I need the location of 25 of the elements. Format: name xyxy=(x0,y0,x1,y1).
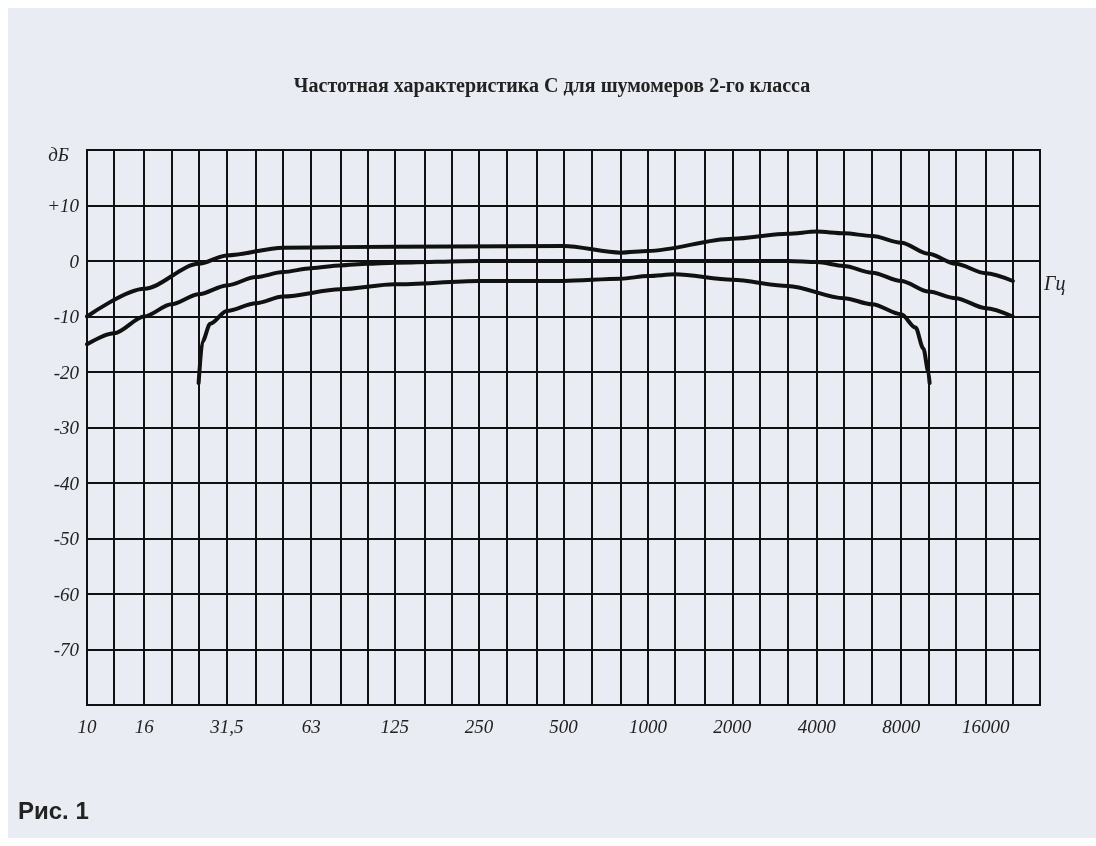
y-tick-label: +10 xyxy=(47,195,80,216)
x-tick-label: 2000 xyxy=(713,716,752,737)
x-tick-label: 8000 xyxy=(882,716,921,737)
chart-title: Частотная характеристика С для шумомеров 2-го класса xyxy=(293,74,811,97)
y-tick-label: -20 xyxy=(53,361,80,383)
x-tick-label: 250 xyxy=(464,716,494,737)
x-tick-label: 500 xyxy=(549,716,579,737)
y-axis-title: дБ xyxy=(48,144,69,165)
x-tick-label: 4000 xyxy=(797,716,837,737)
y-tick-label: -70 xyxy=(53,639,80,660)
x-tick-label: 16 xyxy=(134,716,155,737)
y-tick-label: 0 xyxy=(69,250,80,272)
x-tick-label: 10 xyxy=(77,716,97,737)
y-tick-label: -10 xyxy=(53,306,80,327)
x-tick-label: 16000 xyxy=(961,716,1010,737)
x-tick-label: 1000 xyxy=(628,716,668,737)
x-tick-label: 63 xyxy=(301,716,321,737)
y-tick-label: -60 xyxy=(53,583,80,605)
text: Рис. 1 xyxy=(18,796,89,824)
x-tick-label: 125 xyxy=(380,716,409,737)
x-tick-label: 31,5 xyxy=(209,716,244,737)
x-axis-title: Гц xyxy=(1043,272,1066,295)
y-tick-label: -40 xyxy=(53,472,80,494)
y-tick-label: -50 xyxy=(53,528,80,549)
y-tick-label: -30 xyxy=(53,417,80,438)
